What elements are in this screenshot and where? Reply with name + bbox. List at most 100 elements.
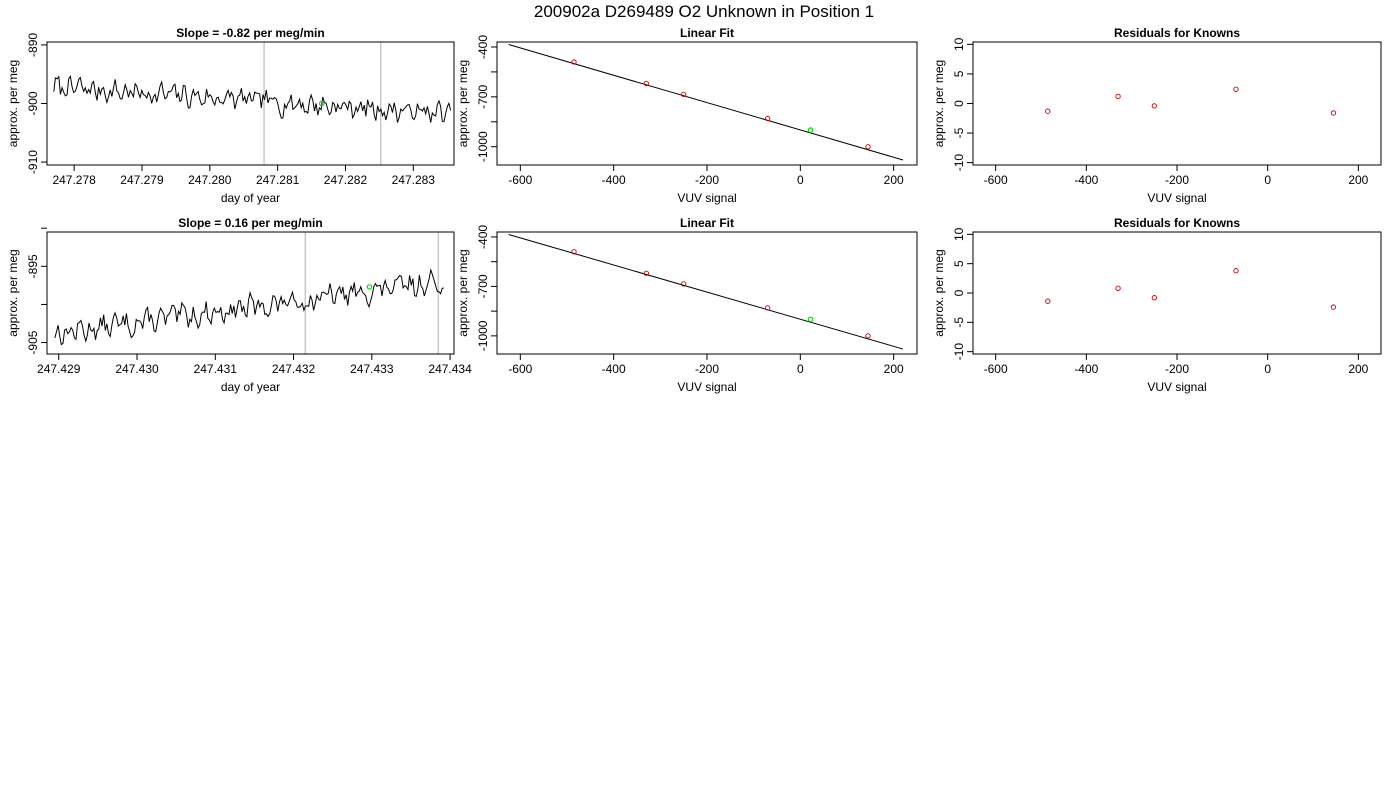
y-tick-label: -5 xyxy=(952,127,966,138)
y-tick-label: -890 xyxy=(26,33,40,57)
x-tick-label: -400 xyxy=(602,362,626,376)
plot-panel-4: Slope = 0.16 per meg/min 247.429 247.430 24… xyxy=(6,216,472,394)
y-tick-label: 10 xyxy=(952,227,966,241)
y-tick-label: -10 xyxy=(952,154,966,172)
x-tick-label: -600 xyxy=(508,173,532,187)
x-tick-label: 247.281 xyxy=(256,173,300,187)
x-tick-label: 0 xyxy=(1264,173,1271,187)
x-tick-label: -600 xyxy=(984,362,1008,376)
x-tick-label: 0 xyxy=(1264,362,1271,376)
x-tick-label: 200 xyxy=(884,173,904,187)
x-tick-label: 247.431 xyxy=(194,362,238,376)
y-tick-label: -1000 xyxy=(476,320,490,351)
y-axis-label: approx. per meg xyxy=(456,60,470,147)
known-point xyxy=(681,91,687,98)
x-tick-label: 200 xyxy=(1348,173,1368,187)
x-tick-label: -400 xyxy=(1074,362,1098,376)
x-tick-label: -600 xyxy=(984,173,1008,187)
plot-title: Linear Fit xyxy=(680,26,734,40)
plot-title: Residuals for Knowns xyxy=(1114,26,1240,40)
known-point xyxy=(1151,103,1157,109)
plot-title: Linear Fit xyxy=(680,216,734,230)
y-tick-label: -700 xyxy=(476,274,490,298)
y-tick-label: -10 xyxy=(952,343,966,361)
x-tick-label: -400 xyxy=(1074,173,1098,187)
x-axis-label: VUV signal xyxy=(677,380,736,394)
y-tick-label: -905 xyxy=(26,330,40,354)
plot-title: Residuals for Knowns xyxy=(1114,216,1240,230)
y-axis-label: approx. per meg xyxy=(932,60,946,147)
known-point xyxy=(765,115,771,122)
plot-frame xyxy=(496,41,918,166)
known-point xyxy=(571,249,577,255)
y-tick-label: 0 xyxy=(952,100,966,107)
known-point xyxy=(1115,93,1121,100)
y-axis-label: approx. per meg xyxy=(456,249,470,336)
x-axis-label: day of year xyxy=(221,380,280,394)
x-tick-label: 247.430 xyxy=(115,362,159,376)
known-point xyxy=(865,333,871,339)
y-tick-label: 5 xyxy=(952,260,966,267)
y-tick-label: -1000 xyxy=(476,131,490,162)
y-tick-label: -400 xyxy=(476,225,490,249)
x-tick-label: 247.432 xyxy=(272,362,316,376)
x-tick-label: -200 xyxy=(695,173,719,187)
plot-frame xyxy=(972,231,1382,355)
y-tick-label: -400 xyxy=(476,35,490,59)
known-point xyxy=(1330,304,1337,310)
x-axis-label: VUV signal xyxy=(1147,191,1206,205)
x-tick-label: 247.279 xyxy=(120,173,164,187)
x-tick-label: -200 xyxy=(1165,362,1189,376)
plot-frame xyxy=(46,41,455,166)
x-tick-label: 200 xyxy=(1348,362,1368,376)
known-point xyxy=(1233,86,1239,92)
y-tick-label: 10 xyxy=(952,37,966,51)
known-point xyxy=(1045,298,1051,304)
y-tick-label: 5 xyxy=(952,70,966,77)
x-axis-label: day of year xyxy=(221,191,280,205)
known-point xyxy=(1115,285,1121,291)
x-tick-label: 0 xyxy=(797,173,804,187)
plot-frame xyxy=(496,231,918,355)
x-tick-label: 0 xyxy=(797,362,804,376)
y-axis-label: approx. per meg xyxy=(6,60,20,147)
y-axis-label: approx. per meg xyxy=(6,249,20,336)
known-point xyxy=(643,80,649,87)
unknown-point xyxy=(807,127,814,133)
plot-frame xyxy=(46,231,455,355)
known-point xyxy=(1045,108,1051,114)
y-tick-label: -910 xyxy=(26,150,40,174)
x-tick-label: -400 xyxy=(602,173,626,187)
x-axis-label: VUV signal xyxy=(1147,380,1206,394)
x-tick-label: 247.429 xyxy=(37,362,81,376)
x-tick-label: 247.282 xyxy=(324,173,368,187)
known-point xyxy=(681,281,687,287)
x-axis-label: VUV signal xyxy=(677,191,736,205)
x-tick-label: -600 xyxy=(508,362,532,376)
known-point xyxy=(1330,110,1337,116)
known-point xyxy=(1233,268,1239,274)
known-point xyxy=(865,144,871,150)
y-tick-label: -895 xyxy=(26,254,40,278)
fit-line xyxy=(508,233,904,350)
time-series-line xyxy=(54,267,444,346)
x-tick-label: -200 xyxy=(1165,173,1189,187)
known-point xyxy=(643,270,649,276)
known-point xyxy=(1151,295,1157,301)
x-tick-label: 247.283 xyxy=(392,173,436,187)
unknown-point xyxy=(318,100,325,107)
plot-panel-3: Residuals for Knowns -600 -400 -200 0 200 10 5 0… xyxy=(932,26,1382,205)
plot-panel-1: Slope = -0.82 per meg/min 247.278 247.279 2… xyxy=(6,26,455,205)
y-tick-label: -900 xyxy=(26,91,40,115)
time-series-line xyxy=(53,75,452,123)
plot-panel-6: Residuals for Knowns -600 -400 -200 0 200 10 5 0… xyxy=(932,216,1382,394)
known-point xyxy=(571,59,577,65)
x-tick-label: 247.434 xyxy=(428,362,472,376)
y-tick-label: -700 xyxy=(476,85,490,109)
figure-title: 200902a D269489 O2 Unknown in Position 1 xyxy=(534,2,874,21)
known-point xyxy=(765,305,771,311)
x-tick-label: 200 xyxy=(884,362,904,376)
x-tick-label: 247.280 xyxy=(188,173,232,187)
plot-panel-5: Linear Fit -600 -400 -200 0 200 -400 -700 -1000 V… xyxy=(456,216,918,394)
